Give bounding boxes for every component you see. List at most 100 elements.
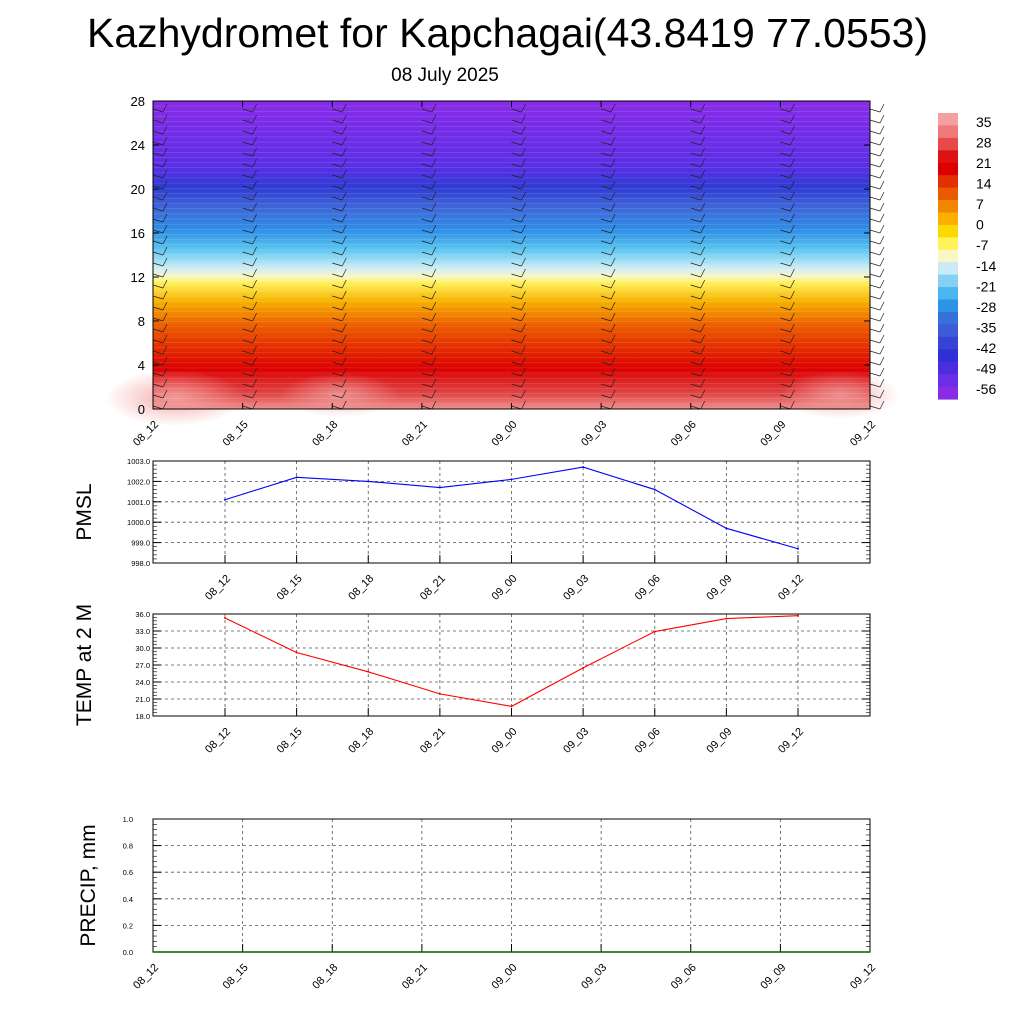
y-tick-label: 21.0 xyxy=(135,695,150,704)
wind-barb xyxy=(341,312,347,322)
wind-barb xyxy=(252,191,257,201)
wind-barb xyxy=(511,108,522,113)
x-tick-label: 09_12 xyxy=(848,419,878,449)
wind-barb xyxy=(700,114,706,124)
wind-barb xyxy=(421,108,432,113)
wind-barb xyxy=(610,169,616,179)
wind-barb xyxy=(879,400,885,410)
wind-barb xyxy=(869,141,881,146)
wind-barb xyxy=(421,306,432,311)
wind-barb xyxy=(242,229,253,234)
wind-barb xyxy=(690,339,701,344)
wind-barb xyxy=(780,306,791,311)
wind-barb xyxy=(521,103,526,113)
wind-barb xyxy=(242,306,253,311)
wind-barb xyxy=(152,152,164,157)
wind-barb xyxy=(780,350,791,355)
wind-barb xyxy=(242,141,253,146)
wind-barb xyxy=(790,334,795,344)
wind-barb xyxy=(421,196,432,201)
wind-barb xyxy=(341,290,347,300)
wind-barb xyxy=(690,218,701,223)
data-point xyxy=(295,476,298,479)
data-point xyxy=(797,547,799,550)
wind-barb xyxy=(152,207,164,212)
wind-barb xyxy=(610,356,616,366)
wind-barb xyxy=(332,306,343,311)
wind-barb xyxy=(162,367,168,377)
wind-barb xyxy=(242,207,253,212)
wind-barb xyxy=(879,169,885,179)
wind-barb xyxy=(511,185,522,190)
wind-barb xyxy=(780,383,791,388)
y-tick-label: 1003.0 xyxy=(127,457,150,466)
wind-barb xyxy=(700,125,706,135)
wind-barb xyxy=(421,141,432,146)
wind-barb xyxy=(610,334,616,344)
wind-barb xyxy=(521,114,526,124)
x-tick-label: 09_03 xyxy=(579,419,609,449)
wind-barb xyxy=(780,119,791,124)
wind-barb xyxy=(511,240,522,245)
wind-barb xyxy=(252,213,257,223)
data-point xyxy=(653,630,656,633)
wind-barb xyxy=(790,103,795,113)
wind-barb xyxy=(332,229,343,234)
wind-barb xyxy=(869,240,881,245)
wind-barb xyxy=(431,180,437,190)
wind-barb xyxy=(700,334,706,344)
wind-barb xyxy=(521,158,526,168)
wind-barb xyxy=(601,317,612,322)
wind-barb xyxy=(700,367,706,377)
wind-barb xyxy=(869,262,881,267)
wind-barb xyxy=(162,114,168,124)
wind-barb xyxy=(252,400,257,410)
wind-barb xyxy=(879,312,885,322)
wind-barb xyxy=(869,361,881,366)
wind-barb xyxy=(521,191,526,201)
wind-barb xyxy=(152,218,164,223)
wind-barb xyxy=(780,152,791,157)
wind-barb xyxy=(780,394,791,399)
data-point xyxy=(438,692,441,695)
wind-barb xyxy=(601,262,612,267)
x-tick-label: 09_06 xyxy=(669,962,699,992)
wind-barb xyxy=(700,323,706,333)
wind-barb xyxy=(431,356,437,366)
wind-barb xyxy=(162,235,168,245)
wind-barb xyxy=(790,367,795,377)
wind-barb xyxy=(879,345,885,355)
wind-barb xyxy=(601,328,612,333)
wind-barb xyxy=(162,191,168,201)
colorbar-label: 7 xyxy=(976,196,984,212)
wind-barb xyxy=(341,301,347,311)
wind-barb xyxy=(421,339,432,344)
wind-barb xyxy=(869,163,881,168)
wind-barb xyxy=(869,295,881,300)
wind-barb xyxy=(242,284,253,289)
x-tick-label: 08_21 xyxy=(400,419,430,449)
wind-barb xyxy=(790,147,795,157)
wind-barb xyxy=(162,400,168,410)
wind-barb xyxy=(521,389,526,399)
wind-barb xyxy=(869,372,881,377)
x-tick-label: 08_18 xyxy=(310,419,340,449)
wind-barb xyxy=(780,229,791,234)
x-tick-label: 09_03 xyxy=(561,726,591,756)
colorbar-segment xyxy=(938,187,958,201)
wind-barb xyxy=(700,169,706,179)
wind-barb xyxy=(700,279,706,289)
wind-barb xyxy=(521,213,526,223)
colorbar-segment xyxy=(938,349,958,363)
wind-barb xyxy=(252,345,257,355)
wind-barb xyxy=(790,268,795,278)
y-tick-label: 8 xyxy=(138,314,145,329)
wind-barb xyxy=(162,125,168,135)
wind-barb xyxy=(790,114,795,124)
wind-barb xyxy=(152,339,164,344)
wind-barb xyxy=(252,268,257,278)
wind-barb xyxy=(610,400,616,410)
wind-barb xyxy=(421,284,432,289)
wind-barb xyxy=(511,394,522,399)
x-tick-label: 08_12 xyxy=(203,573,233,603)
